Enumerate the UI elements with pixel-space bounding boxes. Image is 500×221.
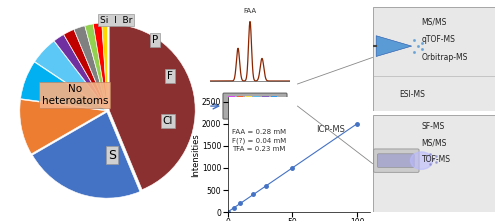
FancyBboxPatch shape xyxy=(378,154,414,168)
Wedge shape xyxy=(64,30,106,109)
Text: ICP-MS: ICP-MS xyxy=(316,125,344,134)
Text: TOF-MS: TOF-MS xyxy=(422,155,450,164)
FancyBboxPatch shape xyxy=(223,93,287,119)
Wedge shape xyxy=(102,23,108,109)
Bar xyxy=(228,96,234,116)
Text: FAA: FAA xyxy=(244,8,256,13)
Text: No
heteroatoms: No heteroatoms xyxy=(42,84,108,106)
Wedge shape xyxy=(85,24,107,109)
Text: S: S xyxy=(108,149,116,162)
Text: qTOF-MS: qTOF-MS xyxy=(422,35,456,44)
Wedge shape xyxy=(32,112,140,198)
Polygon shape xyxy=(376,36,412,57)
Text: ESI-MS: ESI-MS xyxy=(399,90,424,99)
FancyBboxPatch shape xyxy=(372,115,495,212)
Text: Si  I  Br: Si I Br xyxy=(100,16,132,25)
Wedge shape xyxy=(94,23,108,109)
Y-axis label: Intensities: Intensities xyxy=(192,133,200,177)
Bar xyxy=(254,96,260,116)
Wedge shape xyxy=(20,62,106,110)
Text: SF-MS: SF-MS xyxy=(422,122,445,131)
Text: P: P xyxy=(152,35,158,45)
Wedge shape xyxy=(109,24,195,190)
Text: F: F xyxy=(168,71,173,81)
Text: MS/MS: MS/MS xyxy=(422,18,447,27)
FancyBboxPatch shape xyxy=(372,7,495,110)
FancyBboxPatch shape xyxy=(374,149,419,172)
Bar xyxy=(236,96,243,116)
Text: Orbitrap-MS: Orbitrap-MS xyxy=(422,53,468,62)
Wedge shape xyxy=(34,41,106,109)
Bar xyxy=(262,96,268,116)
Bar xyxy=(245,96,252,116)
Wedge shape xyxy=(74,26,107,109)
Text: FAA = 0.28 mM
F(?) = 0.04 mM
TFA = 0.23 mM: FAA = 0.28 mM F(?) = 0.04 mM TFA = 0.23 … xyxy=(232,130,286,152)
Wedge shape xyxy=(54,35,106,109)
Wedge shape xyxy=(20,100,106,154)
Text: Cl: Cl xyxy=(162,116,173,126)
Bar xyxy=(270,96,277,116)
Text: MS/MS: MS/MS xyxy=(422,139,447,148)
Text: RP-HPLC: RP-HPLC xyxy=(239,118,271,127)
Circle shape xyxy=(410,152,432,169)
